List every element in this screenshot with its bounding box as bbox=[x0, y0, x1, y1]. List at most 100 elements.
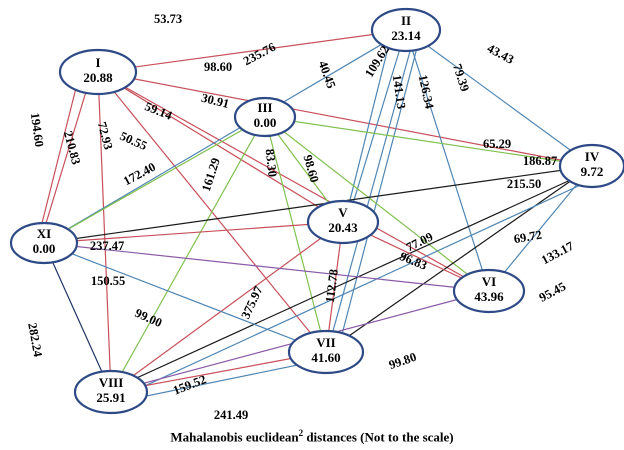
edge-label-iv-vii: 69.72 bbox=[513, 228, 543, 247]
edge-iii-vi bbox=[264, 116, 490, 292]
edge-label-ii-vii: 141.13 bbox=[390, 74, 409, 110]
edge-label-ii-iv: 43.43 bbox=[485, 41, 516, 67]
edge-iv-xi bbox=[43, 165, 593, 244]
edge-label-vii-viii: 159.52 bbox=[171, 372, 208, 397]
node-i: I20.88 bbox=[58, 48, 138, 96]
node-value: 0.00 bbox=[254, 115, 277, 130]
edge-label-xi-vi: 150.55 bbox=[91, 274, 125, 288]
edge-label-i-iv: 98.60 bbox=[204, 60, 232, 74]
edge-label-iv-viii: 133.17 bbox=[539, 239, 576, 267]
node-value: 9.72 bbox=[581, 164, 604, 179]
caption-prefix: Mahalanobis euclidean bbox=[170, 429, 299, 445]
node-v: V20.43 bbox=[306, 199, 380, 245]
edge-i-ii bbox=[97, 29, 407, 73]
node-ellipse bbox=[452, 268, 526, 314]
edge-ii-v bbox=[346, 39, 391, 213]
edges-layer bbox=[37, 29, 601, 403]
node-ellipse bbox=[73, 369, 149, 415]
edge-xi-viii bbox=[43, 242, 112, 393]
edge-label-xi-vii: 99.00 bbox=[133, 306, 164, 330]
node-ellipse bbox=[306, 199, 380, 245]
edge-label-vii-viii: 241.49 bbox=[214, 408, 248, 422]
node-value: 25.91 bbox=[96, 390, 125, 405]
node-name: VIII bbox=[99, 375, 124, 390]
node-xi: XI0.00 bbox=[9, 221, 79, 265]
edge-ii-iv bbox=[405, 29, 593, 167]
node-ellipse bbox=[233, 96, 297, 138]
node-name: VI bbox=[482, 274, 496, 289]
edge-label-iv-xi: 186.87 bbox=[523, 154, 557, 168]
edge-label-ii-vi: 79.39 bbox=[450, 62, 472, 93]
edge-iv-vii bbox=[325, 165, 593, 353]
node-ellipse bbox=[558, 143, 624, 189]
node-value: 43.96 bbox=[474, 289, 504, 304]
edge-iii-xi bbox=[43, 116, 266, 244]
edge-label-i-xi: 194.60 bbox=[28, 112, 47, 148]
node-value: 23.14 bbox=[391, 28, 421, 43]
node-name: I bbox=[95, 55, 100, 70]
edge-label-iii-iv: 65.29 bbox=[483, 137, 511, 151]
node-name: XI bbox=[37, 226, 51, 241]
edge-label-ii-xi: 235.76 bbox=[241, 40, 278, 68]
edge-label-v-viii: 375.97 bbox=[238, 284, 265, 321]
edge-ii-vii bbox=[329, 43, 413, 343]
edge-label-iii-vii: 83.30 bbox=[263, 148, 280, 177]
edge-i-xi bbox=[37, 79, 79, 240]
node-value: 20.43 bbox=[328, 220, 358, 235]
node-value: 20.88 bbox=[83, 70, 113, 85]
edge-iv-viii bbox=[118, 171, 589, 387]
caption-suffix: distances (Not to the scale) bbox=[303, 429, 454, 445]
node-value: 0.00 bbox=[33, 241, 56, 256]
edge-ii-xi bbox=[43, 29, 407, 244]
node-name: II bbox=[401, 13, 411, 28]
edge-iii-iv bbox=[264, 116, 593, 167]
edge-i-vi bbox=[97, 71, 490, 292]
edge-label-i-xi: 210.83 bbox=[61, 129, 83, 166]
node-name: IV bbox=[585, 149, 600, 164]
edge-i-xi bbox=[39, 71, 93, 244]
edge-label-v-xi: 237.47 bbox=[90, 239, 124, 253]
edge-label-i-viii: 72.93 bbox=[95, 120, 116, 151]
node-ellipse bbox=[58, 48, 138, 96]
edge-label-ii-v: 109.62 bbox=[362, 43, 392, 80]
edge-label-vi-viii: 99.80 bbox=[387, 350, 418, 372]
edge-label-iv-viii: 215.50 bbox=[507, 177, 541, 191]
diagram-caption: Mahalanobis euclidean2 distances (Not to… bbox=[0, 428, 624, 445]
edge-label-iii-xi: 172.40 bbox=[121, 160, 158, 188]
edge-vii-viii bbox=[116, 359, 323, 403]
edge-label-i-vii: 50.55 bbox=[118, 129, 149, 153]
edge-label-iv-vi: 95.45 bbox=[537, 279, 568, 305]
edge-iii-viii bbox=[110, 116, 266, 393]
edge-i-viii bbox=[97, 71, 112, 393]
node-name: III bbox=[257, 100, 272, 115]
edge-ii-vii bbox=[339, 43, 419, 343]
edge-label-xi-viii: 282.24 bbox=[25, 322, 45, 359]
node-iv: IV9.72 bbox=[558, 143, 624, 189]
node-ellipse bbox=[9, 221, 79, 265]
node-value: 41.60 bbox=[311, 350, 340, 365]
edge-xi-vi bbox=[43, 242, 490, 292]
edge-label-ii-vii: 126.34 bbox=[416, 73, 437, 110]
edge-xi-vii bbox=[43, 242, 327, 353]
edge-i-v bbox=[97, 71, 344, 223]
node-ellipse bbox=[370, 7, 442, 53]
edge-label-ii-v: 40.45 bbox=[316, 59, 339, 90]
edge-label-v-vi: 96.83 bbox=[398, 249, 429, 273]
edge-label-v-vii: 112.78 bbox=[323, 268, 341, 303]
edge-iii-vii bbox=[264, 116, 327, 353]
edge-iv-vi bbox=[488, 165, 593, 292]
node-name: V bbox=[338, 205, 348, 220]
edge-label-i-v: 59.14 bbox=[143, 99, 175, 123]
edge-ii-v bbox=[350, 41, 403, 211]
node-ellipse bbox=[287, 329, 365, 375]
edge-label-i-vi: 30.91 bbox=[200, 91, 231, 111]
edge-v-viii bbox=[110, 221, 344, 393]
edge-label-iii-viii: 161.29 bbox=[199, 156, 223, 193]
nodes-layer: I20.88II23.14III0.00IV9.72V20.43VI43.96V… bbox=[9, 7, 624, 415]
